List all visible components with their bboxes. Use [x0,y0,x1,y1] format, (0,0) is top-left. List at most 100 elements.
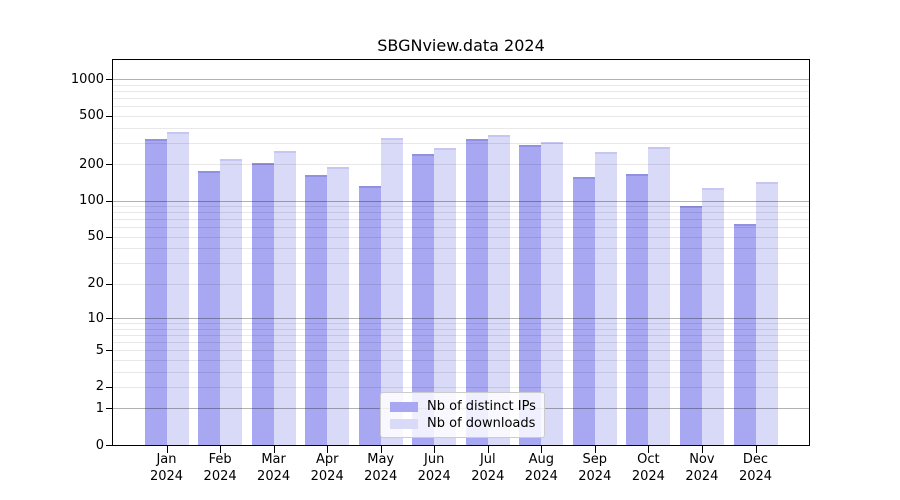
x-tick-month: Mar [261,452,286,467]
x-tick-label-dec: Dec 2024 [724,451,788,485]
gridline-minor [113,248,809,250]
y-tick-label: 1 [95,400,104,416]
bar-distinct-ips-may [358,186,381,445]
bar-distinct-ips-oct [626,174,649,445]
gridline-minor [113,341,809,343]
bar-distinct-ips-jun [412,154,435,445]
x-tick-year: 2024 [524,469,558,484]
y-tick-mark [106,115,113,117]
x-tick-mark [594,446,596,453]
gridline-minor [113,350,809,352]
x-tick-month: Apr [315,452,339,467]
legend: Nb of distinct IPs Nb of downloads [380,392,545,438]
x-tick-label-oct: Oct 2024 [616,451,680,485]
y-tick-mark [106,408,113,410]
legend-label-downloads: Nb of downloads [427,416,536,431]
x-tick-year: 2024 [364,469,398,484]
gridline-minor [113,164,809,166]
bar-distinct-ips-jan [144,138,167,445]
x-tick-mark [755,446,757,453]
x-tick-mark [701,446,703,453]
bars-layer [113,60,809,445]
bar-downloads-sep [594,152,617,445]
gridline-minor [113,263,809,265]
y-tick-mark [106,164,113,166]
x-tick-month: Nov [689,452,715,467]
bar-downloads-feb [220,159,243,445]
gridline-major [113,318,809,319]
gridline-major [113,200,809,202]
y-tick-mark [106,79,113,80]
y-tick-label: 50 [87,229,104,245]
bar-distinct-ips-mar [251,163,274,445]
bar-downloads-dec [755,181,778,445]
x-tick-mark [166,446,168,453]
legend-label-distinct-ips: Nb of distinct IPs [427,399,536,414]
x-tick-month: Oct [637,452,660,467]
x-tick-mark [648,446,650,453]
y-tick-mark [106,350,113,352]
legend-row-downloads: Nb of downloads [390,415,535,432]
x-tick-mark [434,446,436,453]
gridline-minor [113,206,809,208]
gridline-minor [113,219,809,221]
gridline-minor [113,115,809,117]
x-tick-month: Jul [479,452,496,467]
y-tick-mark [106,236,113,238]
y-tick-mark [106,318,113,319]
legend-row-distinct-ips: Nb of distinct IPs [390,398,536,415]
gridline-minor [113,227,809,229]
bar-downloads-aug [541,141,564,445]
x-tick-year: 2024 [738,469,773,484]
x-tick-mark [380,446,382,453]
bar-distinct-ips-nov [679,205,702,445]
x-tick-year: 2024 [203,469,237,484]
gridline-minor [113,323,809,324]
y-tick-label: 2 [95,379,104,395]
x-tick-label-may: May 2024 [349,451,413,485]
y-tick-label: 500 [79,108,104,124]
y-tick-mark [106,283,113,285]
x-tick-mark [220,446,222,453]
x-tick-year: 2024 [685,469,719,484]
bar-downloads-mar [273,151,296,445]
x-tick-label-mar: Mar 2024 [242,451,306,485]
gridline-minor [113,371,809,373]
x-tick-month: Jun [424,452,445,467]
x-tick-year: 2024 [257,469,291,484]
x-tick-label-apr: Apr 2024 [295,451,359,485]
x-tick-month: Aug [528,452,554,467]
x-tick-label-sep: Sep 2024 [563,451,627,485]
y-tick-mark [106,386,113,388]
bar-downloads-jan [166,131,189,445]
gridline-minor [113,106,809,108]
bar-distinct-ips-apr [305,174,328,445]
legend-swatch-downloads [390,418,418,429]
x-tick-label-aug: Aug 2024 [509,451,573,485]
x-tick-month: Feb [208,452,232,467]
bar-downloads-apr [327,167,350,445]
y-tick-label: 20 [87,276,104,292]
bar-distinct-ips-dec [733,223,756,445]
x-tick-year: 2024 [578,469,612,484]
y-tick-label: 5 [95,342,104,358]
legend-swatch-distinct-ips [390,401,418,412]
y-tick-label: 200 [79,156,104,172]
y-tick-label: 0 [95,437,104,453]
gridline-minor [113,386,809,388]
x-tick-mark [273,446,275,453]
x-tick-month: Dec [742,452,769,467]
bar-distinct-ips-jul [465,139,488,445]
x-tick-label-feb: Feb 2024 [188,451,252,485]
bar-distinct-ips-sep [572,177,595,445]
bar-downloads-oct [648,147,671,445]
gridline-minor [113,127,809,129]
gridline-minor [113,90,809,92]
bar-downloads-jun [434,147,457,445]
gridline-minor [113,283,809,285]
x-tick-month: Jan [156,452,177,467]
x-tick-mark [487,446,489,453]
x-tick-year: 2024 [417,469,451,484]
gridline-minor [113,142,809,144]
